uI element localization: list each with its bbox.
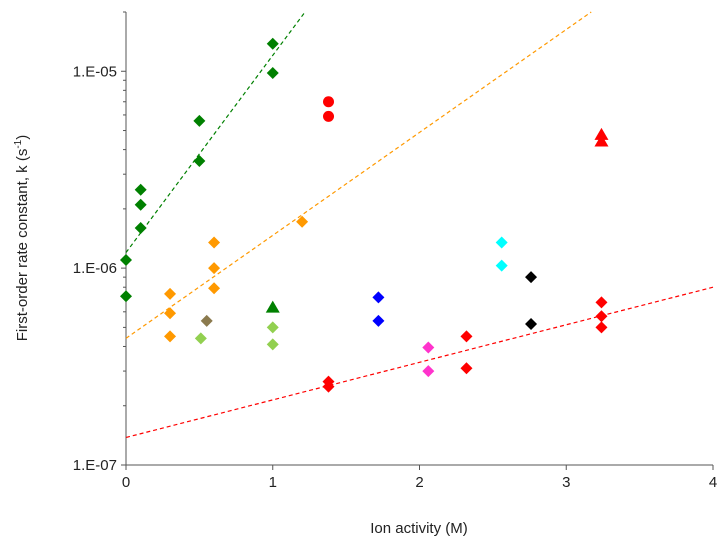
data-points xyxy=(120,37,609,393)
x-tick-label: 3 xyxy=(562,474,570,491)
diamond-point xyxy=(460,362,473,375)
trendline xyxy=(125,286,714,439)
diamond-point xyxy=(134,221,147,234)
y-axis-label-main: First-order rate constant, k (s xyxy=(14,149,31,342)
y-tick-label: 1.E-05 xyxy=(73,63,117,80)
diamond-point xyxy=(460,330,473,343)
diamond-point xyxy=(200,314,213,327)
triangle-point xyxy=(594,127,609,140)
diamond-point xyxy=(164,287,177,300)
triangle-point xyxy=(265,300,280,313)
diamond-point xyxy=(266,37,279,50)
x-axis-label: Ion activity (M) xyxy=(370,520,468,537)
diamond-point xyxy=(372,314,385,327)
diamond-point xyxy=(193,114,206,127)
trendline xyxy=(125,11,592,339)
diamond-point xyxy=(134,198,147,211)
diamond-point xyxy=(208,282,221,295)
diamond-point xyxy=(266,66,279,79)
axes xyxy=(121,11,714,470)
diamond-point xyxy=(322,375,335,388)
diamond-point xyxy=(372,291,385,304)
diamond-point xyxy=(296,215,309,228)
y-axis-label: First-order rate constant, k (s-1) xyxy=(13,135,31,341)
diamond-point xyxy=(495,259,508,272)
diamond-point xyxy=(193,155,206,168)
x-tick-label: 2 xyxy=(415,474,423,491)
diamond-point xyxy=(120,290,132,303)
y-axis-label-end: ) xyxy=(14,135,31,140)
diamond-point xyxy=(194,332,207,345)
diamond-point xyxy=(266,321,279,334)
diamond-point xyxy=(208,236,221,249)
diamond-point xyxy=(595,310,608,323)
diamond-point xyxy=(525,318,538,331)
trendline xyxy=(125,11,306,253)
x-tick-label: 1 xyxy=(269,474,277,491)
y-tick-label: 1.E-07 xyxy=(73,457,117,474)
diamond-point xyxy=(495,236,508,249)
y-tick-label: 1.E-06 xyxy=(73,260,117,277)
circle-point xyxy=(323,110,335,122)
diamond-point xyxy=(208,262,221,275)
tick-labels: 0 1 2 3 4 1.E-07 1.E-06 1.E-05 xyxy=(73,63,717,491)
diamond-point xyxy=(164,307,177,320)
diamond-point xyxy=(164,330,177,343)
x-tick-label: 0 xyxy=(122,474,130,491)
diamond-point xyxy=(595,296,608,309)
x-tick-label: 4 xyxy=(709,474,717,491)
diamond-point xyxy=(422,341,435,354)
diamond-point xyxy=(134,183,147,196)
diamond-point xyxy=(266,338,279,351)
diamond-point xyxy=(525,271,538,284)
diamond-point xyxy=(120,253,132,266)
triangle-point xyxy=(594,134,609,147)
y-axis-label-sup: -1 xyxy=(13,139,24,148)
diamond-point xyxy=(422,365,435,378)
diamond-point xyxy=(595,321,608,334)
circle-point xyxy=(323,96,335,108)
trendlines xyxy=(125,11,714,439)
